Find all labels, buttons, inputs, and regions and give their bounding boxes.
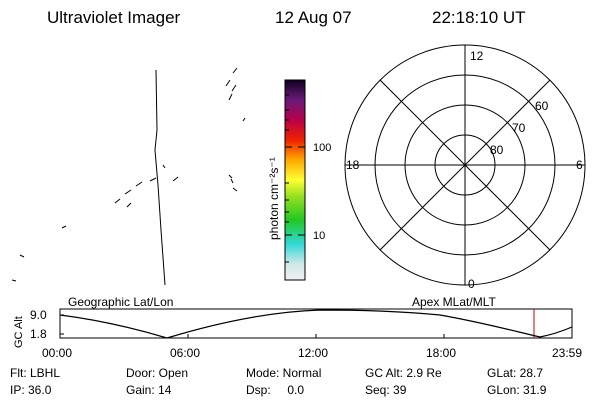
mlat-label-60: 60 bbox=[535, 99, 549, 113]
time-tick-1800: 18:00 bbox=[426, 346, 457, 360]
altitude-ytick-low: 1.8 bbox=[30, 327, 47, 341]
date-label: 12 Aug 07 bbox=[275, 8, 352, 27]
glon-status: GLon: 31.9 bbox=[487, 383, 547, 397]
apex-panel-label: Apex MLat/MLT bbox=[412, 295, 496, 309]
gain-status: Gain: 14 bbox=[126, 383, 172, 397]
mlt-label-0: 0 bbox=[468, 277, 475, 291]
altitude-plot-frame bbox=[59, 308, 573, 339]
altitude-ylabel: GC Alt bbox=[13, 316, 25, 348]
polar-plot bbox=[344, 44, 586, 286]
altitude-ytick-high: 9.0 bbox=[30, 308, 47, 322]
geographic-map-traces bbox=[11, 67, 246, 286]
mlt-label-18: 18 bbox=[346, 158, 360, 172]
time-tick-1200: 12:00 bbox=[298, 346, 329, 360]
mlt-label-6: 6 bbox=[576, 158, 583, 172]
filter-status: Flt: LBHL bbox=[10, 366, 61, 380]
color-bar-unit-label: photon cm⁻²s⁻¹ bbox=[267, 157, 281, 240]
color-bar-ticks bbox=[285, 94, 305, 263]
mlat-label-80: 80 bbox=[490, 143, 504, 157]
color-bar bbox=[284, 79, 306, 281]
glat-status: GLat: 28.7 bbox=[487, 366, 544, 380]
door-status: Door: Open bbox=[126, 366, 189, 380]
seq-status: Seq: 39 bbox=[365, 383, 407, 397]
color-bar-tick-100: 100 bbox=[313, 142, 331, 154]
instrument-title: Ultraviolet Imager bbox=[47, 8, 181, 27]
color-bar-tick-10: 10 bbox=[313, 230, 325, 242]
time-tick-0600: 06:00 bbox=[170, 346, 201, 360]
altitude-axis-ticks bbox=[60, 314, 445, 338]
mode-status: Mode: Normal bbox=[246, 366, 322, 380]
time-tick-0000: 00:00 bbox=[42, 346, 73, 360]
dsp-status: Dsp: 0.0 bbox=[246, 383, 305, 397]
geographic-panel-label: Geographic Lat/Lon bbox=[68, 295, 174, 309]
time-label: 22:18:10 UT bbox=[432, 8, 526, 27]
ip-status: IP: 36.0 bbox=[10, 383, 52, 397]
mlt-label-12: 12 bbox=[470, 49, 484, 63]
altitude-curve bbox=[59, 309, 573, 339]
mlat-label-70: 70 bbox=[512, 121, 526, 135]
time-tick-2359: 23:59 bbox=[552, 346, 583, 360]
gc-alt-status: GC Alt: 2.9 Re bbox=[365, 366, 442, 380]
